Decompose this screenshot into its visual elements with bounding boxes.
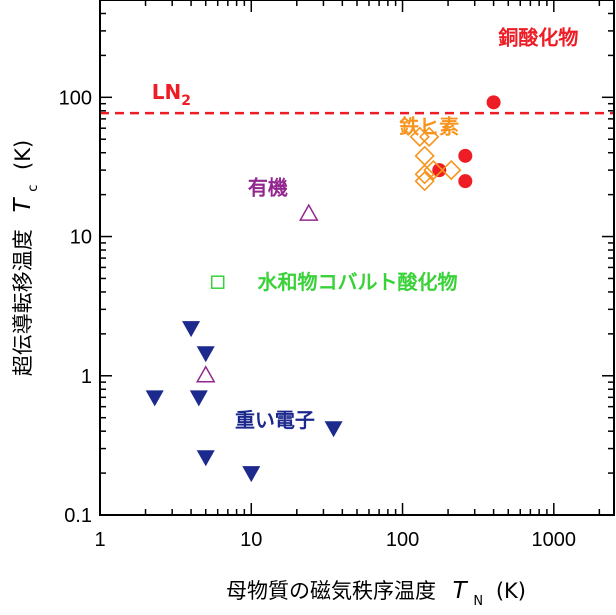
data-point	[298, 203, 319, 221]
data-point	[441, 159, 462, 181]
tick-marks	[100, 0, 614, 515]
data-point	[196, 450, 215, 467]
data-point	[196, 346, 215, 363]
x-axis-title-unit: (K)	[496, 579, 526, 603]
y-axis-title-unit: (K)	[11, 140, 35, 170]
ln2-label-sub: 2	[181, 93, 191, 109]
series-label: 水和物コバルト酸化物	[258, 270, 458, 294]
ln2-label-main: LN	[152, 80, 181, 104]
y-axis-title-var: T	[10, 197, 36, 213]
x-tick-label: 1000	[532, 529, 577, 551]
data-point	[432, 163, 447, 178]
data-point	[458, 174, 473, 189]
data-point	[458, 148, 473, 163]
data-point	[182, 321, 201, 338]
x-tick-label: 1	[94, 529, 105, 551]
series-label: 有機	[248, 176, 288, 200]
series-label: 鉄ヒ素	[399, 114, 459, 138]
data-point	[423, 159, 444, 181]
data-point	[409, 126, 430, 147]
x-tick-label: 10	[240, 529, 262, 551]
data-point	[414, 164, 435, 185]
series-label: 重い電子	[235, 408, 315, 432]
y-axis-title: 超伝導転移温度 T c (K)	[10, 140, 42, 376]
y-tick-label: 1	[81, 366, 92, 388]
data-point	[145, 390, 164, 407]
x-axis-title-var: T	[453, 578, 469, 604]
data-point	[414, 171, 435, 192]
y-tick-label: 0.1	[64, 505, 92, 527]
data-point	[414, 145, 435, 166]
series-label: 銅酸化物	[498, 25, 578, 49]
data-point	[486, 95, 501, 110]
x-axis-title-sub: N	[473, 594, 483, 609]
data-markers	[145, 95, 501, 483]
y-axis-title-sub: c	[26, 185, 41, 192]
y-tick-label: 100	[59, 87, 92, 109]
ln2-label: LN2	[152, 80, 191, 109]
y-tick-label: 10	[70, 227, 92, 249]
y-axis-title-prefix: 超伝導転移温度	[11, 229, 35, 376]
data-point	[419, 126, 440, 147]
data-point	[195, 365, 216, 383]
x-axis-title: 母物質の磁気秩序温度 T N (K)	[226, 578, 526, 610]
data-point	[210, 275, 225, 289]
data-point	[242, 466, 261, 483]
x-tick-label: 100	[386, 529, 419, 551]
plot-frame	[99, 0, 615, 516]
data-point	[324, 421, 343, 438]
data-point	[189, 390, 208, 407]
x-axis-title-prefix: 母物質の磁気秩序温度	[226, 579, 436, 603]
